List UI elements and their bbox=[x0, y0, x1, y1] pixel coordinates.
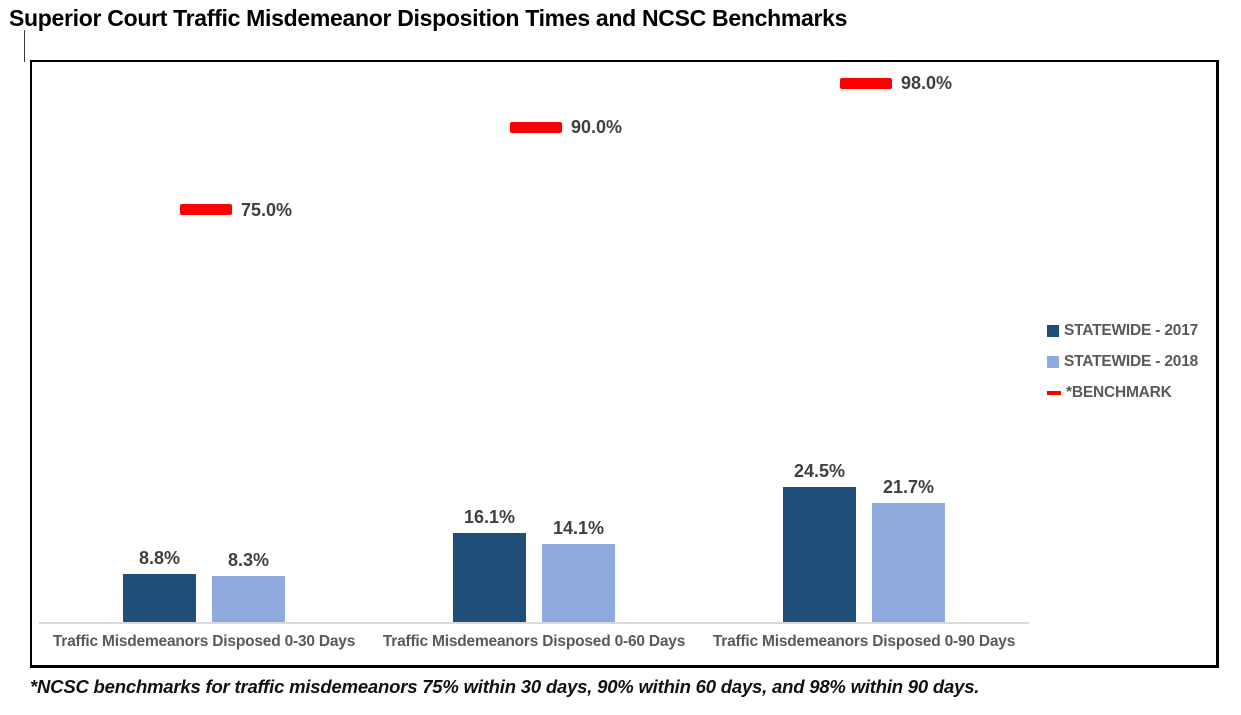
bar-value-label: 16.1% bbox=[463, 507, 516, 528]
benchmark-value-label: 75.0% bbox=[241, 199, 293, 220]
chart-area: Traffic Misdemeanors Disposed 0-30 Days 8… bbox=[32, 62, 1216, 665]
bar-statewide-2018-group-0 bbox=[212, 576, 285, 622]
legend-swatch-2018-icon bbox=[1047, 356, 1059, 368]
legend-dash-benchmark-icon bbox=[1047, 391, 1061, 395]
bar-value-label: 8.3% bbox=[227, 550, 270, 571]
benchmark-value-label: 90.0% bbox=[571, 117, 623, 137]
benchmark-dash bbox=[180, 204, 232, 215]
benchmark-value-label: 98.0% bbox=[901, 73, 953, 93]
chart-box: Traffic Misdemeanors Disposed 0-30 Days 8… bbox=[30, 60, 1219, 668]
x-axis-line bbox=[39, 622, 1029, 624]
page-title: Superior Court Traffic Misdemeanor Dispo… bbox=[9, 5, 848, 31]
bar-statewide-2018-group-1 bbox=[542, 544, 615, 622]
bar-value-label: 24.5% bbox=[793, 461, 846, 482]
legend-label-2018: STATEWIDE - 2018 bbox=[1064, 353, 1199, 370]
bar-value-label: 21.7% bbox=[882, 476, 935, 497]
legend-item-statewide-2017: STATEWIDE - 2017 bbox=[1047, 320, 1198, 342]
legend: STATEWIDE - 2017 STATEWIDE - 2018 *BENCH… bbox=[1047, 320, 1198, 404]
bar-value-label: 14.1% bbox=[552, 518, 605, 539]
category-axis-label: Traffic Misdemeanors Disposed 0-30 Days bbox=[52, 633, 356, 650]
title-left-border-line bbox=[24, 30, 25, 62]
bar-statewide-2017-group-1 bbox=[453, 533, 526, 622]
legend-item-statewide-2018: STATEWIDE - 2018 bbox=[1047, 351, 1198, 373]
benchmark-dash bbox=[840, 77, 892, 89]
legend-swatch-2017-icon bbox=[1047, 325, 1059, 337]
benchmark-dash bbox=[510, 121, 562, 133]
footnote: *NCSC benchmarks for traffic misdemeanor… bbox=[30, 676, 980, 697]
bar-statewide-2017-group-2 bbox=[783, 487, 856, 622]
legend-item-benchmark: *BENCHMARK bbox=[1047, 382, 1198, 404]
bar-value-label: 8.8% bbox=[138, 547, 181, 568]
legend-label-benchmark: *BENCHMARK bbox=[1066, 384, 1172, 401]
category-axis-label: Traffic Misdemeanors Disposed 0-60 Days bbox=[382, 633, 686, 650]
category-axis-label: Traffic Misdemeanors Disposed 0-90 Days bbox=[712, 633, 1016, 650]
bar-statewide-2018-group-2 bbox=[872, 502, 945, 622]
bar-statewide-2017-group-0 bbox=[123, 573, 196, 622]
legend-label-2017: STATEWIDE - 2017 bbox=[1064, 322, 1199, 339]
